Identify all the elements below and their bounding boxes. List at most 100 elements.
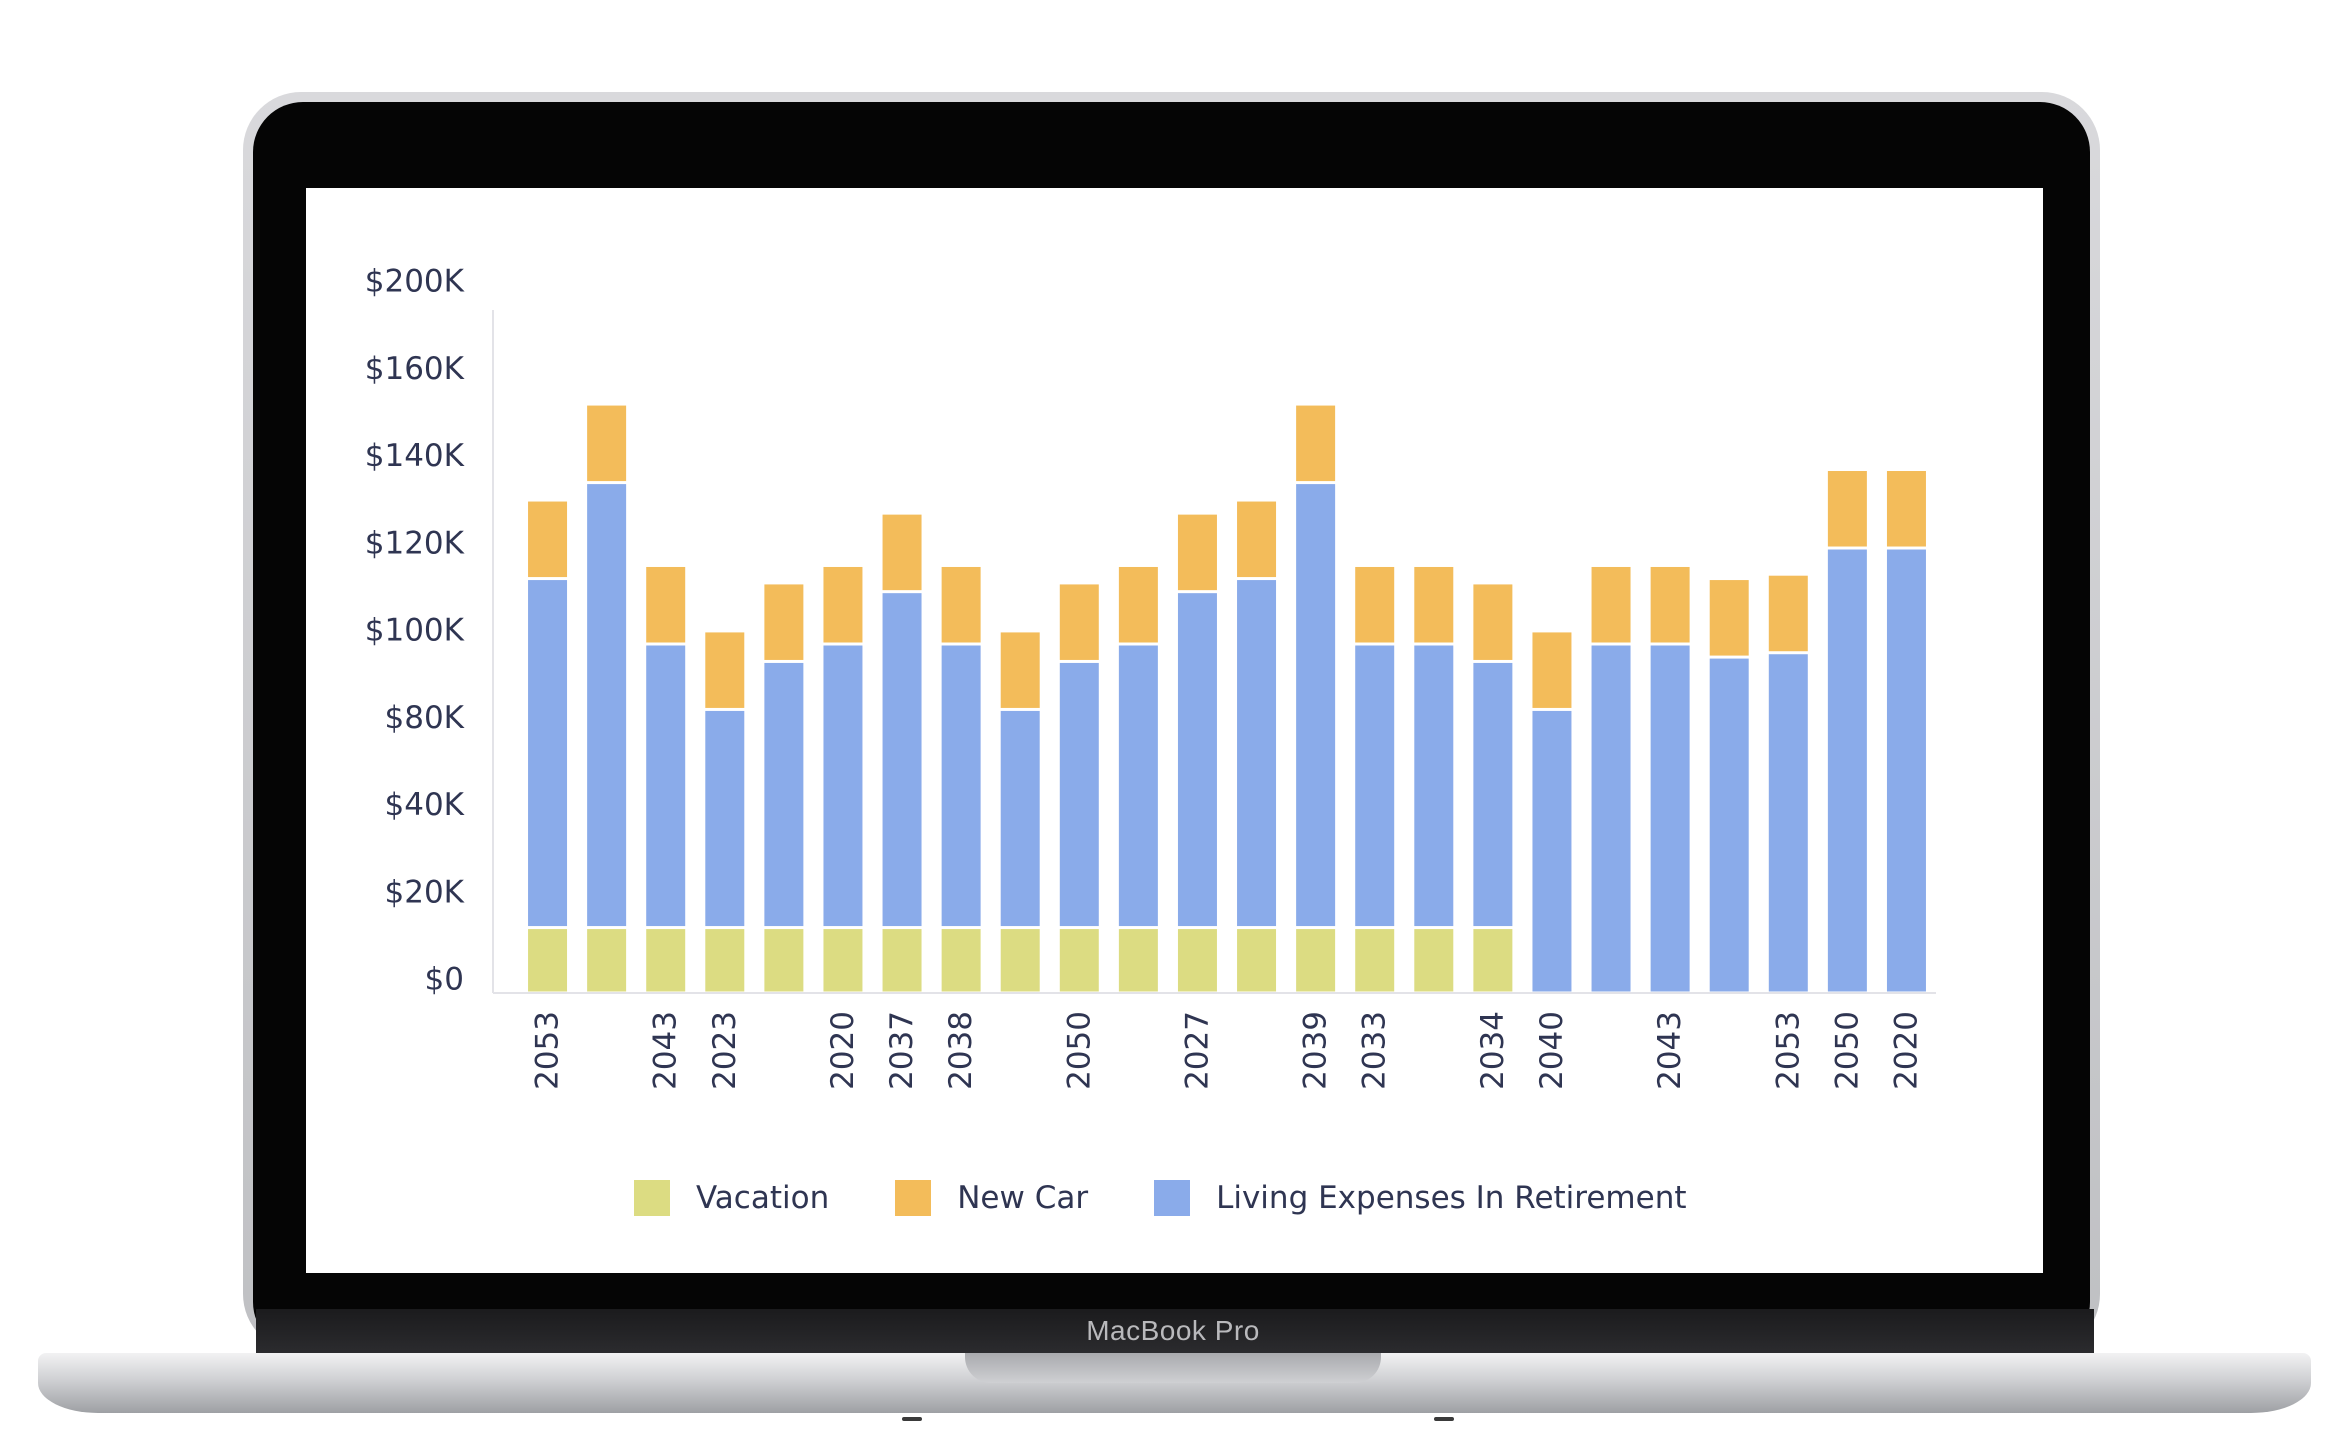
bar-segment-vacation[interactable] (1414, 929, 1454, 992)
bar-segment-vacation[interactable] (705, 929, 745, 992)
bar-segment-new-car[interactable] (1414, 566, 1454, 643)
bar-segment-new-car[interactable] (1886, 471, 1926, 547)
bar-segment-new-car[interactable] (1827, 471, 1867, 547)
bar-segment-living[interactable] (1414, 645, 1454, 927)
trackpad-notch (965, 1353, 1381, 1383)
y-tick-label: $140K (365, 438, 465, 474)
x-tick-label: 2050 (1061, 1011, 1097, 1090)
legend-swatch-living (1154, 1180, 1191, 1216)
bar-segment-living[interactable] (1473, 662, 1513, 927)
bar-segment-vacation[interactable] (1118, 929, 1158, 992)
bar-segment-new-car[interactable] (646, 566, 686, 643)
bar-segment-new-car[interactable] (1650, 566, 1690, 643)
bar-segment-new-car[interactable] (1591, 566, 1631, 643)
bar-segment-vacation[interactable] (1355, 929, 1395, 992)
x-tick-label: 2043 (648, 1011, 684, 1090)
bar-segment-living[interactable] (646, 645, 686, 927)
bar-segment-living[interactable] (1237, 580, 1277, 927)
bar-segment-new-car[interactable] (1000, 632, 1040, 708)
y-axis: $0 $20K $40K $80K $100K $120K $140K $160K $200K (365, 264, 1936, 998)
bar-segment-new-car[interactable] (1177, 514, 1217, 591)
x-tick-label: 2027 (1179, 1011, 1215, 1090)
x-tick-label: 2038 (943, 1011, 979, 1090)
bar-segment-new-car[interactable] (1768, 575, 1808, 652)
bar-segment-vacation[interactable] (941, 929, 981, 992)
x-tick-label: 2020 (1888, 1011, 1924, 1090)
bar-segment-living[interactable] (1591, 645, 1631, 992)
bar-segment-new-car[interactable] (528, 501, 568, 578)
bar-segment-living[interactable] (1532, 710, 1572, 992)
bar-segment-new-car[interactable] (764, 584, 804, 660)
bar-segment-vacation[interactable] (1473, 929, 1513, 992)
bar-segment-vacation[interactable] (1177, 929, 1217, 992)
bar-segment-new-car[interactable] (882, 514, 922, 591)
x-tick-label: 2034 (1475, 1011, 1511, 1090)
bar-segment-vacation[interactable] (528, 929, 568, 992)
bar-segment-new-car[interactable] (705, 632, 745, 708)
x-tick-label: 2037 (884, 1011, 920, 1090)
bar-segment-living[interactable] (1827, 549, 1867, 992)
bars (528, 405, 1926, 992)
bar-segment-vacation[interactable] (882, 929, 922, 992)
y-tick-label: $100K (365, 613, 465, 649)
bar-segment-vacation[interactable] (646, 929, 686, 992)
bar-segment-living[interactable] (1355, 645, 1395, 927)
bar-segment-living[interactable] (1059, 662, 1099, 927)
y-tick-label: $80K (385, 700, 465, 736)
legend-item-new-car[interactable]: New Car (895, 1180, 1088, 1216)
bar-segment-vacation[interactable] (587, 929, 627, 992)
bar-segment-vacation[interactable] (823, 929, 863, 992)
foot-left (902, 1417, 922, 1421)
bar-segment-new-car[interactable] (1237, 501, 1277, 578)
y-tick-label: $20K (385, 874, 465, 910)
y-tick-label: $40K (385, 787, 465, 823)
y-tick-label: $160K (365, 351, 465, 387)
bar-segment-new-car[interactable] (1118, 566, 1158, 643)
bar-segment-living[interactable] (882, 593, 922, 927)
bar-segment-vacation[interactable] (1296, 929, 1336, 992)
bar-segment-new-car[interactable] (1709, 580, 1749, 656)
bar-segment-new-car[interactable] (587, 405, 627, 482)
bar-segment-living[interactable] (764, 662, 804, 927)
bar-segment-living[interactable] (587, 484, 627, 927)
bar-segment-living[interactable] (1296, 484, 1336, 927)
legend: Vacation New Car Living Expenses In Reti… (634, 1180, 1687, 1216)
bar-segment-living[interactable] (1768, 654, 1808, 992)
stacked-bar-chart: $0$20K$40K$80K$100K$120K$140K$160K$200K … (365, 264, 1936, 1090)
bar-segment-living[interactable] (941, 645, 981, 927)
bar-segment-living[interactable] (1709, 658, 1749, 992)
bar-segment-living[interactable] (1886, 549, 1926, 992)
x-tick-label: 2053 (1770, 1011, 1806, 1090)
legend-label-living: Living Expenses In Retirement (1216, 1180, 1687, 1216)
bar-segment-living[interactable] (528, 580, 568, 927)
legend-swatch-vacation (634, 1180, 670, 1216)
x-tick-label: 2020 (825, 1011, 861, 1090)
y-tick-label: $0 (425, 962, 464, 998)
bar-segment-new-car[interactable] (1473, 584, 1513, 660)
bar-segment-living[interactable] (1650, 645, 1690, 992)
bar-segment-new-car[interactable] (1059, 584, 1099, 660)
bar-segment-new-car[interactable] (1355, 566, 1395, 643)
bar-segment-new-car[interactable] (941, 566, 981, 643)
bar-segment-vacation[interactable] (764, 929, 804, 992)
bar-segment-vacation[interactable] (1059, 929, 1099, 992)
legend-swatch-new-car (895, 1180, 932, 1216)
bar-segment-new-car[interactable] (1532, 632, 1572, 708)
bar-segment-vacation[interactable] (1237, 929, 1277, 992)
legend-item-living[interactable]: Living Expenses In Retirement (1154, 1180, 1687, 1216)
device-brand-label: MacBook Pro (1086, 1315, 1260, 1346)
bar-segment-living[interactable] (1000, 710, 1040, 927)
x-tick-label: 2040 (1534, 1011, 1570, 1090)
legend-label-new-car: New Car (957, 1180, 1089, 1216)
bar-segment-new-car[interactable] (823, 566, 863, 643)
x-tick-label: 2033 (1357, 1011, 1393, 1090)
y-tick-label: $120K (365, 525, 465, 561)
bar-segment-living[interactable] (705, 710, 745, 927)
legend-label-vacation: Vacation (696, 1180, 830, 1216)
legend-item-vacation[interactable]: Vacation (634, 1180, 829, 1216)
bar-segment-living[interactable] (823, 645, 863, 927)
bar-segment-vacation[interactable] (1000, 929, 1040, 992)
bar-segment-living[interactable] (1118, 645, 1158, 927)
bar-segment-new-car[interactable] (1296, 405, 1336, 482)
bar-segment-living[interactable] (1177, 593, 1217, 927)
